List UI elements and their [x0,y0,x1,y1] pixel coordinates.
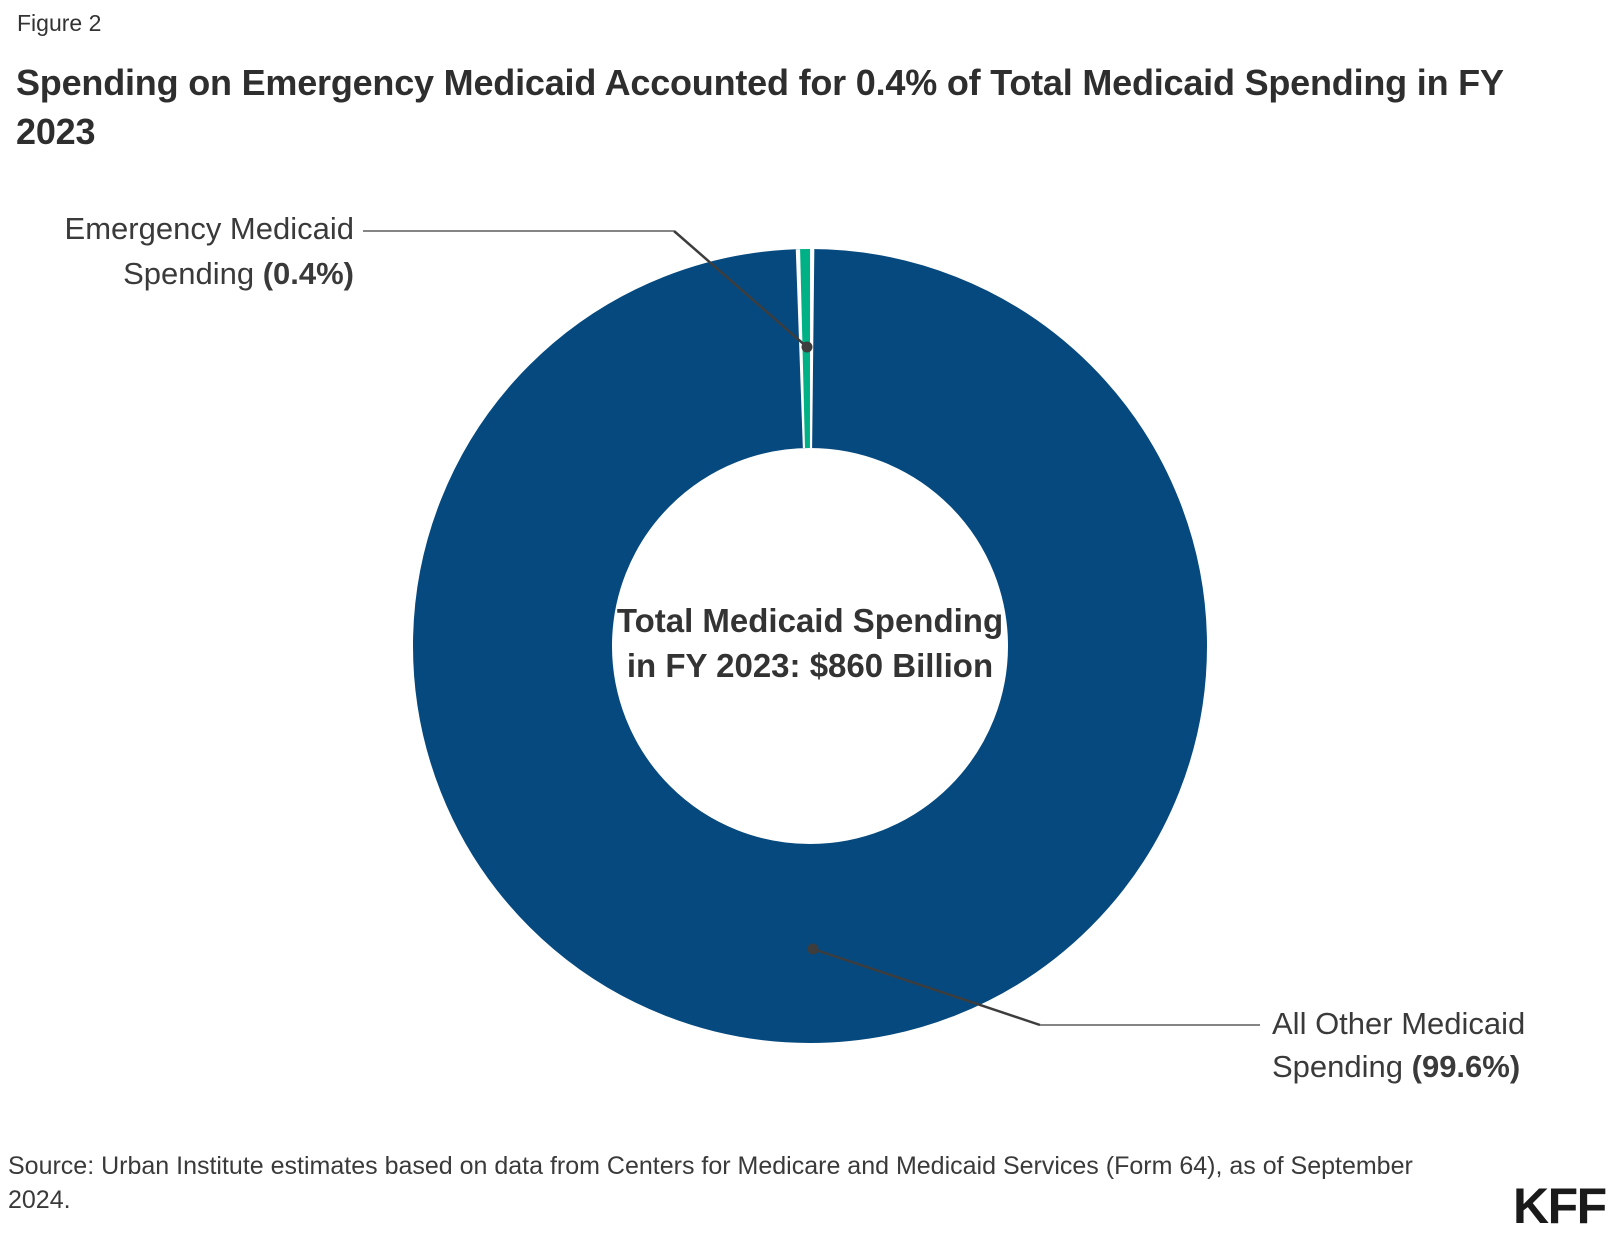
emergency-anchor-dot [801,341,813,353]
emergency-callout-line1: Emergency Medicaid [64,211,354,246]
emergency-callout-line2: Spending [123,256,263,291]
center-label-line2: in FY 2023: $860 Billion [626,647,994,684]
all-other-callout-line1: All Other Medicaid [1272,1006,1526,1041]
kff-logo[interactable]: KFF [1513,1178,1607,1234]
center-label-line1: Total Medicaid Spending [616,602,1004,639]
all-other-callout-label: All Other Medicaid Spending (99.6%) [1272,1002,1612,1088]
emergency-leader-line-diagonal [673,230,808,348]
all-other-callout-line2: Spending [1272,1049,1412,1084]
emergency-callout-pct: (0.4%) [262,256,354,291]
chart-title: Spending on Emergency Medicaid Accounted… [16,62,1504,152]
figure-label: Figure 2 [17,10,102,36]
emergency-callout-label: Emergency Medicaid Spending (0.4%) [28,206,354,296]
all-other-leader-line-diagonal [812,947,1041,1027]
all-other-callout-pct: (99.6%) [1411,1049,1521,1084]
donut-center-label: Total Medicaid Spending in FY 2023: $860… [510,598,1110,688]
source-note: Source: Urban Institute estimates based … [8,1152,1413,1214]
